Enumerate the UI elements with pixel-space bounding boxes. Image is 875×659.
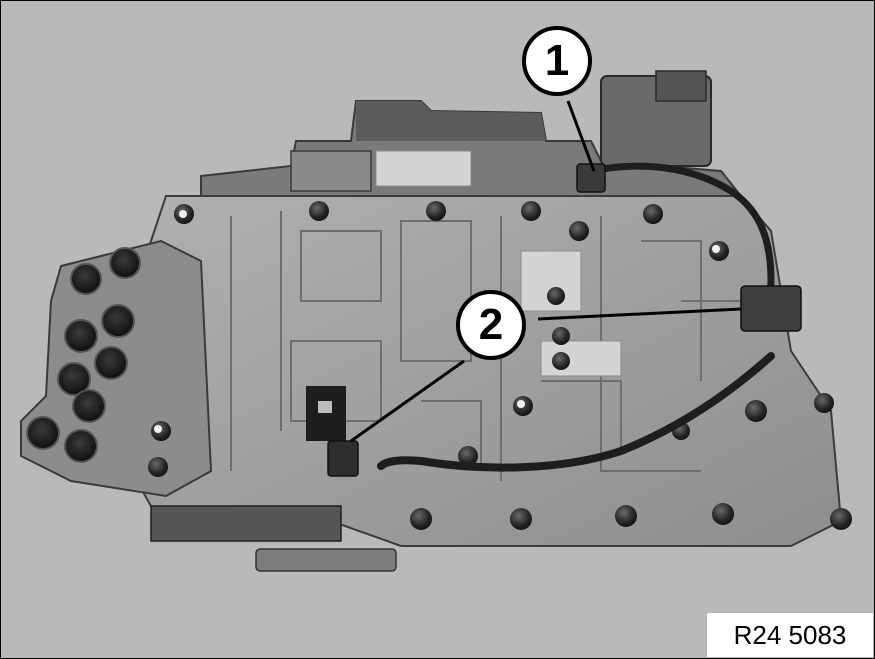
leader-line-2b [350, 359, 465, 443]
reference-code-label: R24 5083 [707, 613, 873, 657]
sensor-2 [306, 386, 346, 441]
wiring-harness-lower [377, 352, 775, 472]
callout-1: 1 [522, 26, 592, 96]
connector-right [740, 285, 802, 332]
leader-line-1 [566, 100, 596, 172]
bolts [148, 201, 852, 530]
connector-1 [576, 163, 606, 193]
main-plate [130, 195, 843, 547]
callout-1-number: 1 [544, 36, 570, 85]
reference-code-text: R24 5083 [733, 619, 847, 650]
callout-2-number: 2 [478, 300, 504, 349]
leader-line-2a [537, 307, 742, 321]
callout-2: 2 [456, 290, 526, 360]
bore-holes [26, 247, 141, 463]
